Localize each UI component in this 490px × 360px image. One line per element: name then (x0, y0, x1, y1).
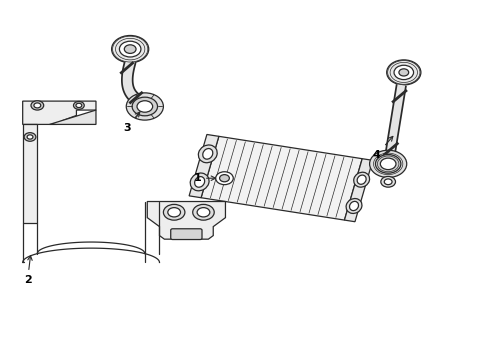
Circle shape (76, 103, 82, 108)
Circle shape (220, 175, 229, 182)
Circle shape (120, 41, 141, 57)
FancyBboxPatch shape (344, 159, 373, 222)
Ellipse shape (190, 173, 209, 191)
FancyBboxPatch shape (171, 229, 202, 239)
Circle shape (168, 208, 180, 217)
Ellipse shape (203, 149, 213, 159)
Circle shape (112, 36, 149, 63)
Circle shape (34, 103, 41, 108)
FancyBboxPatch shape (201, 136, 362, 220)
Circle shape (132, 97, 158, 116)
Circle shape (24, 133, 36, 141)
Ellipse shape (195, 177, 205, 187)
Circle shape (193, 204, 214, 220)
Circle shape (375, 154, 401, 173)
Ellipse shape (346, 198, 362, 213)
Ellipse shape (357, 175, 366, 184)
Circle shape (394, 65, 414, 80)
Polygon shape (49, 110, 96, 125)
Circle shape (74, 102, 84, 109)
Circle shape (381, 176, 395, 187)
Circle shape (27, 135, 33, 139)
Text: 4: 4 (373, 136, 393, 159)
Circle shape (31, 101, 44, 110)
Circle shape (197, 208, 210, 217)
Ellipse shape (198, 145, 217, 163)
Text: 2: 2 (24, 256, 32, 285)
Text: 1: 1 (193, 173, 216, 183)
Circle shape (163, 204, 185, 220)
Circle shape (380, 158, 396, 170)
Text: 3: 3 (123, 112, 140, 132)
Circle shape (387, 60, 421, 85)
Circle shape (384, 179, 392, 185)
FancyBboxPatch shape (189, 135, 219, 198)
Circle shape (126, 93, 163, 120)
Polygon shape (147, 202, 225, 239)
Ellipse shape (349, 201, 359, 211)
Circle shape (369, 150, 407, 177)
Circle shape (399, 69, 409, 76)
Circle shape (124, 45, 136, 53)
Polygon shape (23, 101, 96, 125)
Circle shape (137, 101, 153, 112)
Ellipse shape (354, 172, 369, 187)
Circle shape (216, 172, 233, 185)
Polygon shape (23, 125, 37, 223)
